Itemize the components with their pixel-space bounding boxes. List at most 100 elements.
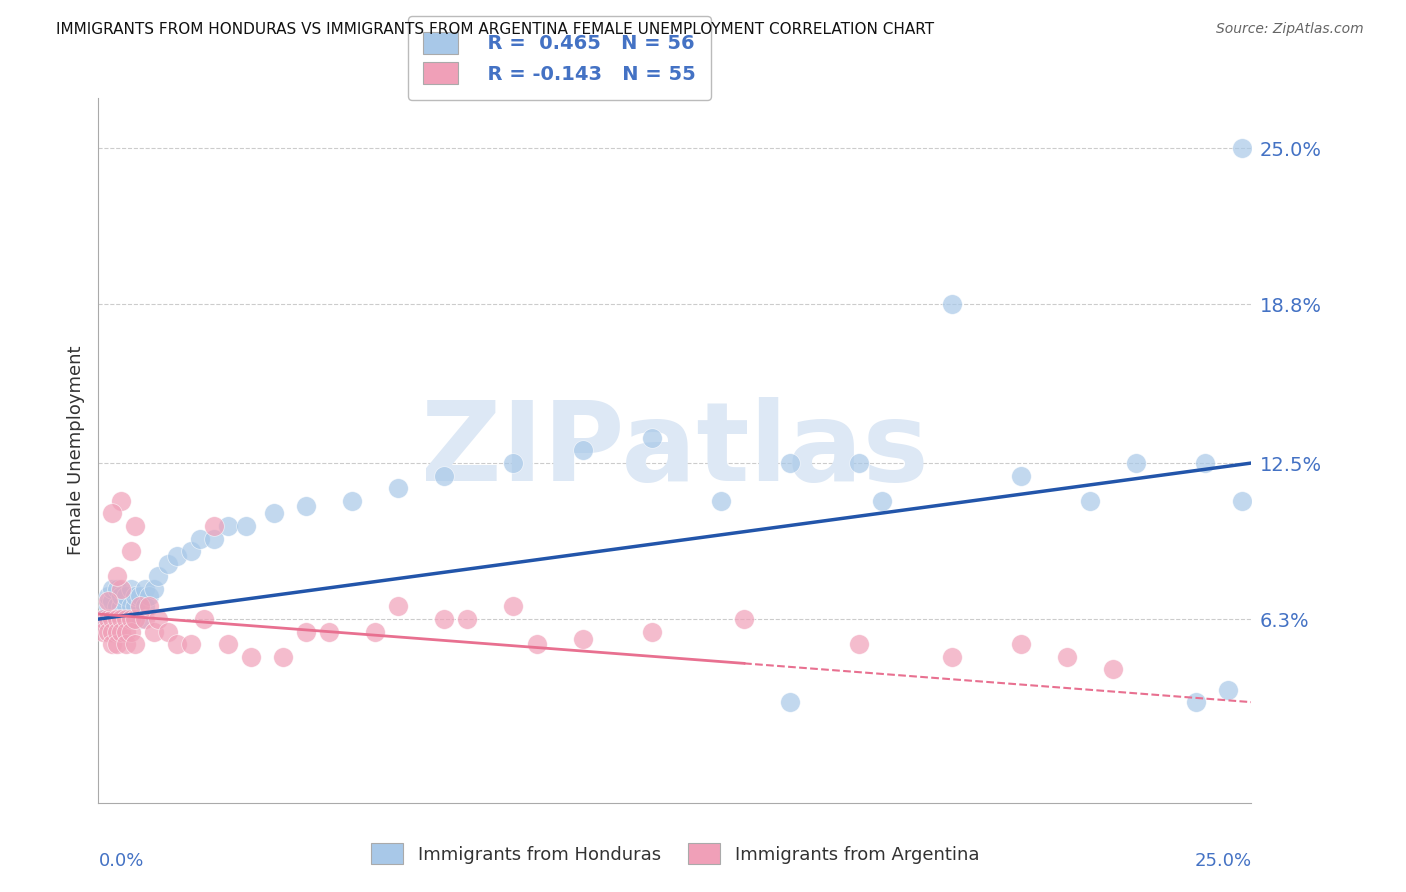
Point [180,544,202,558]
Point [188,532,211,546]
Point [433,612,456,626]
Point [1230,493,1253,508]
Point [318,624,340,639]
Point [105,624,128,639]
Point [134,612,156,626]
Y-axis label: Female Unemployment: Female Unemployment [66,346,84,555]
Point [120,582,142,596]
Point [124,590,146,604]
Point [340,493,363,508]
Point [91,624,114,639]
Point [217,637,239,651]
Point [733,612,755,626]
Point [387,481,409,495]
Point [101,594,124,608]
Point [115,637,138,651]
Point [110,612,132,626]
Point [105,612,128,626]
Point [502,456,524,470]
Text: ZIPatlas: ZIPatlas [420,397,929,504]
Point [120,599,142,614]
Point [1010,468,1032,483]
Point [193,612,215,626]
Point [129,612,152,626]
Point [120,544,142,558]
Point [134,582,156,596]
Point [641,624,664,639]
Point [1230,141,1253,155]
Point [124,612,146,626]
Point [1185,695,1208,709]
Point [115,612,138,626]
Point [148,569,170,583]
Point [97,590,120,604]
Point [105,612,128,626]
Point [217,519,239,533]
Point [571,443,593,458]
Point [97,624,120,639]
Point [101,637,124,651]
Point [105,569,128,583]
Point [526,637,548,651]
Point [120,612,142,626]
Point [110,590,132,604]
Point [110,493,132,508]
Point [456,612,478,626]
Point [129,599,152,614]
Point [779,695,801,709]
Point [101,612,124,626]
Point [364,624,387,639]
Point [110,624,132,639]
Point [848,456,870,470]
Point [115,590,138,604]
Point [124,599,146,614]
Point [97,594,120,608]
Text: IMMIGRANTS FROM HONDURAS VS IMMIGRANTS FROM ARGENTINA FEMALE UNEMPLOYMENT CORREL: IMMIGRANTS FROM HONDURAS VS IMMIGRANTS F… [56,22,935,37]
Point [97,599,120,614]
Point [142,624,165,639]
Point [1218,682,1240,697]
Point [120,624,142,639]
Point [1056,649,1078,664]
Point [115,612,138,626]
Point [1125,456,1147,470]
Point [1010,637,1032,651]
Point [235,519,257,533]
Point [105,582,128,596]
Point [202,519,225,533]
Text: 0.0%: 0.0% [98,852,143,870]
Point [101,582,124,596]
Point [91,612,114,626]
Point [105,599,128,614]
Point [120,612,142,626]
Text: 25.0%: 25.0% [1194,852,1251,870]
Point [129,590,152,604]
Point [295,499,318,513]
Point [101,507,124,521]
Point [271,649,294,664]
Point [1102,662,1125,676]
Point [138,590,160,604]
Point [124,637,146,651]
Point [138,599,160,614]
Point [1078,493,1101,508]
Point [848,637,870,651]
Legend: Immigrants from Honduras, Immigrants from Argentina: Immigrants from Honduras, Immigrants fro… [363,836,987,871]
Point [115,624,138,639]
Point [124,519,146,533]
Point [101,612,124,626]
Point [101,624,124,639]
Point [110,599,132,614]
Point [710,493,733,508]
Point [156,624,179,639]
Point [433,468,456,483]
Point [941,297,963,311]
Point [1194,456,1216,470]
Point [166,637,188,651]
Point [142,582,165,596]
Point [110,612,132,626]
Point [105,637,128,651]
Point [641,431,664,445]
Point [97,612,120,626]
Point [110,582,132,596]
